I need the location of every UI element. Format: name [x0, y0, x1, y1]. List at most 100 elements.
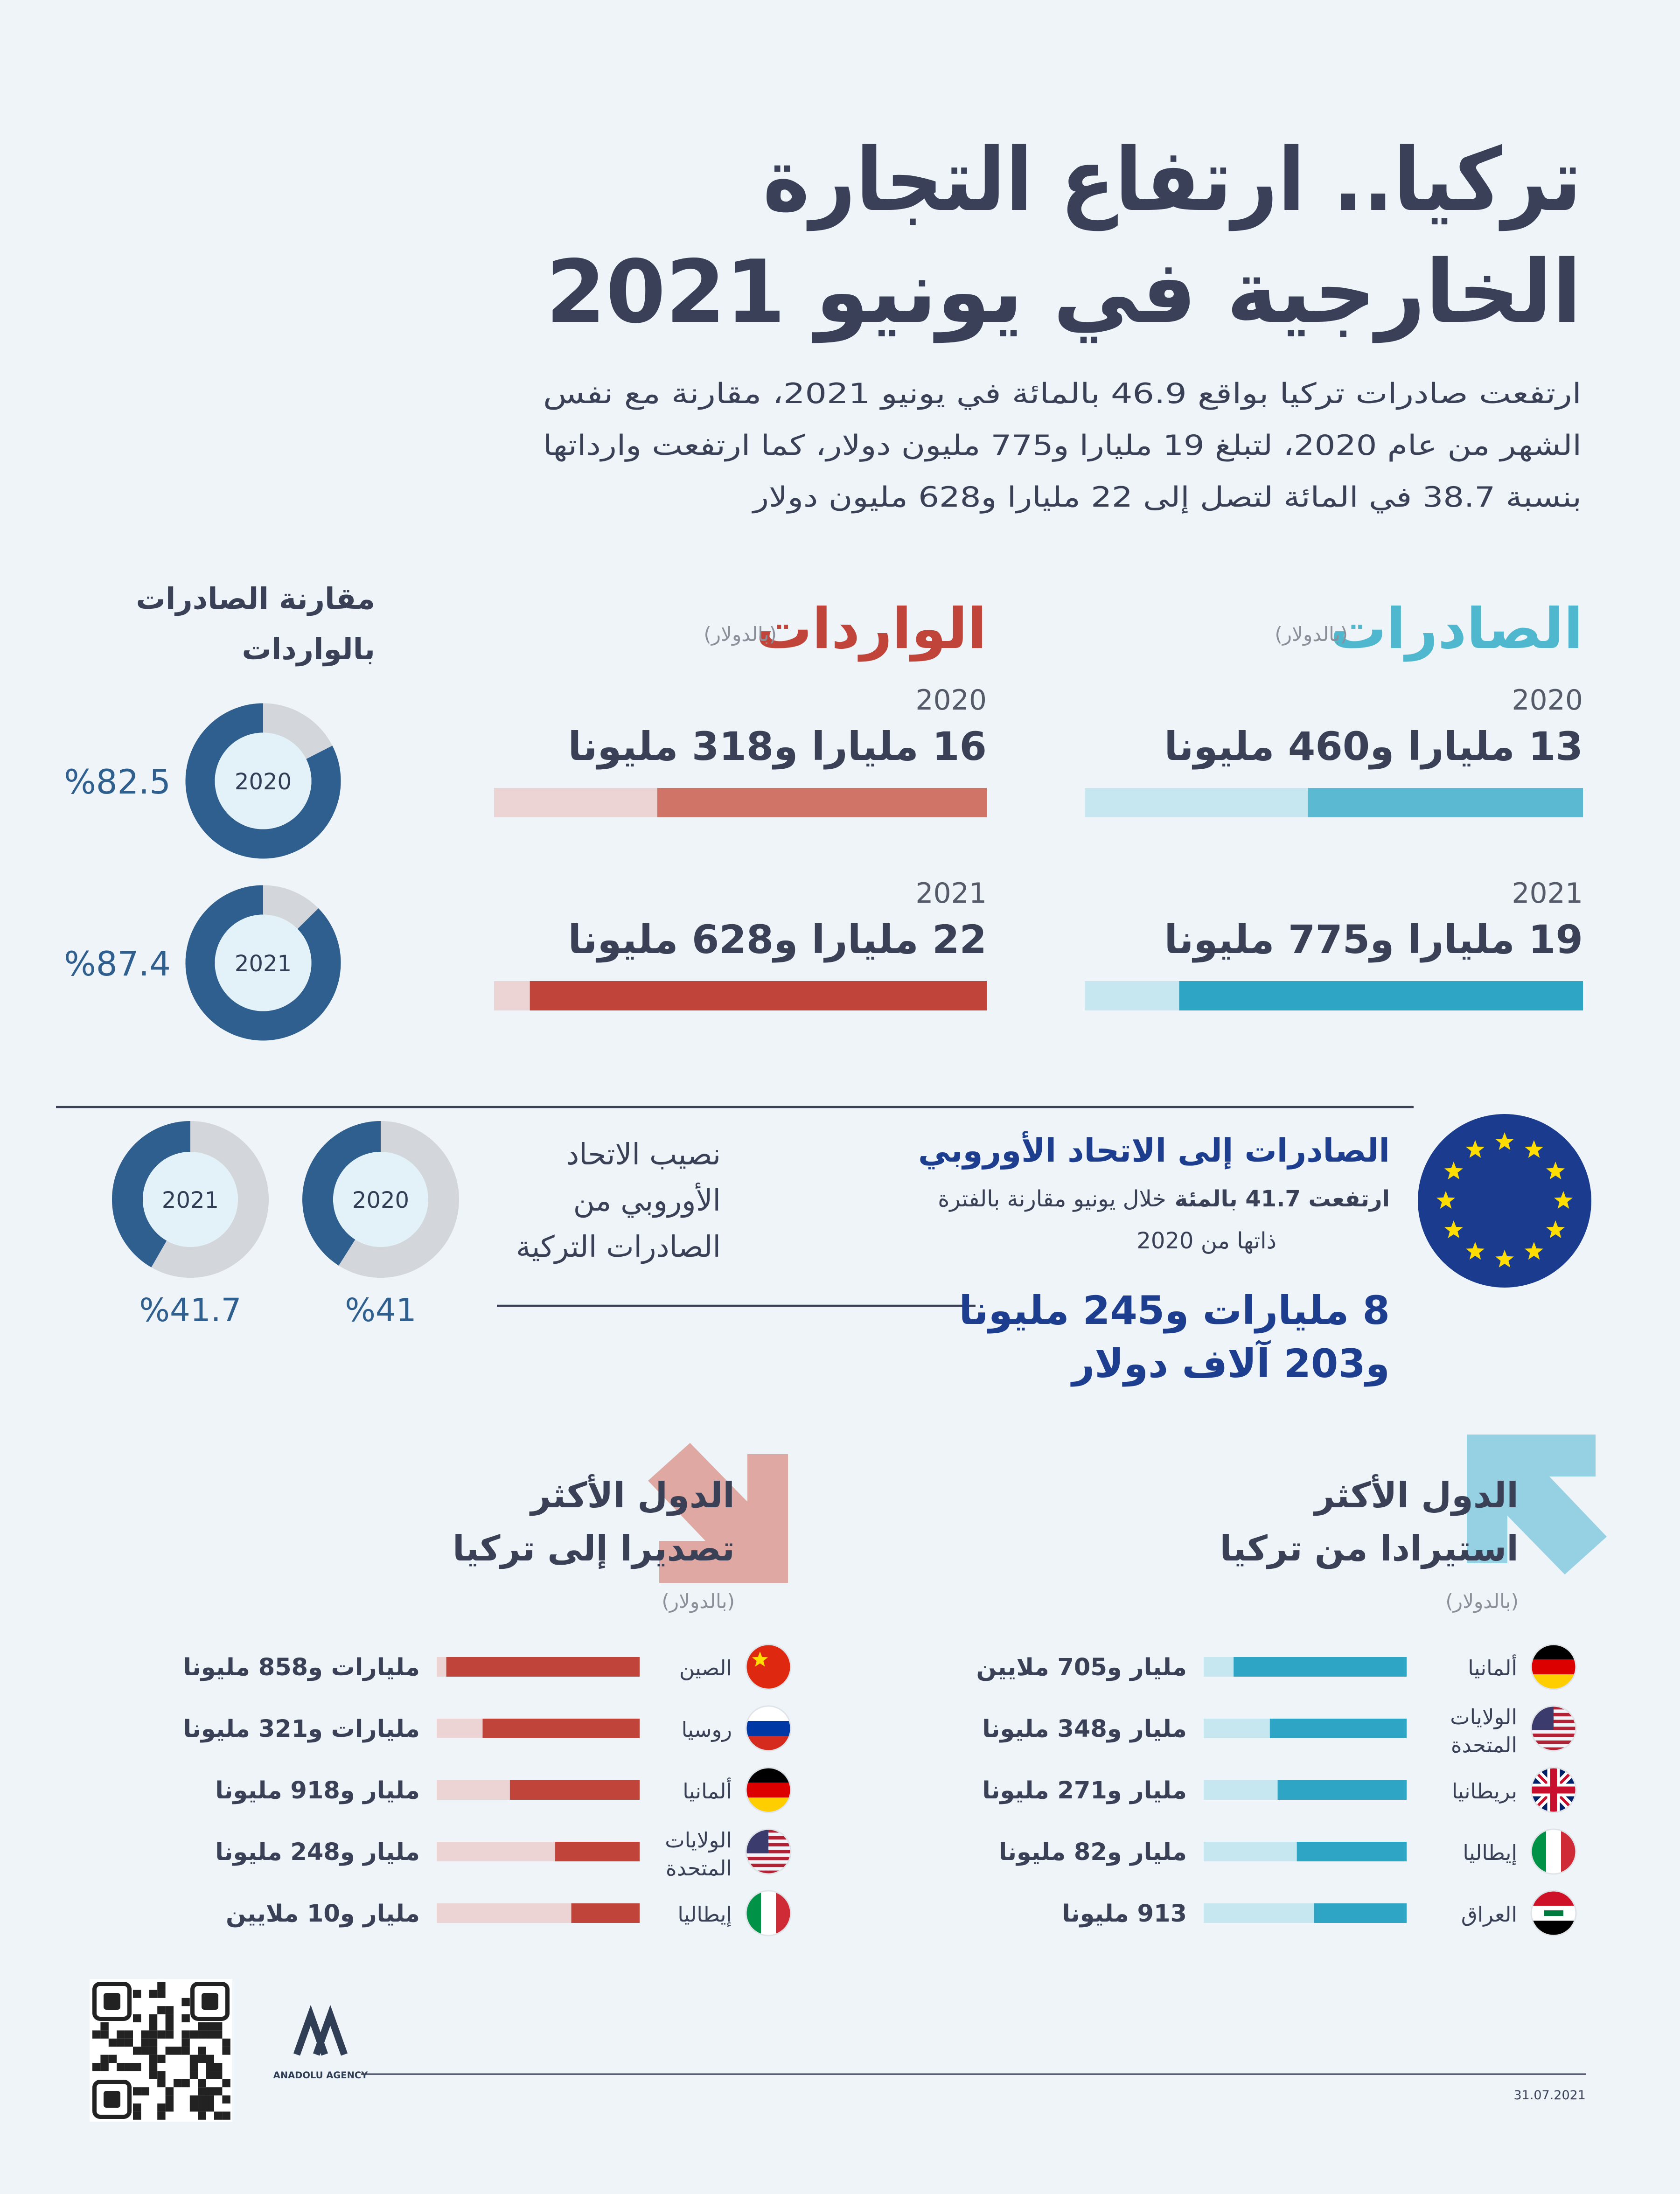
flag-detail — [1544, 1910, 1564, 1916]
qr-cell — [165, 2022, 174, 2031]
year-label: 2021 — [1512, 877, 1583, 910]
bar — [657, 787, 987, 817]
star — [752, 1651, 768, 1667]
eu-note: ارتفعت 41.7 بالمئة خلال يونيو مقارنة بالف… — [938, 1186, 1390, 1212]
qr-finder — [104, 1992, 121, 2010]
qr-finder — [92, 2079, 132, 2119]
bar — [446, 1657, 640, 1677]
qr-cell — [125, 2030, 133, 2039]
country-name: إيطاليا — [677, 1902, 732, 1927]
value-label: مليار و271 مليونا — [982, 1777, 1187, 1804]
qr-cell — [141, 2087, 149, 2096]
qr-cell — [214, 2062, 223, 2071]
eu-amount: و203 آلاف دولار — [1070, 1339, 1390, 1387]
qr-cell — [149, 2071, 158, 2079]
qr-cell — [157, 2103, 166, 2112]
qr-cell — [92, 2062, 101, 2071]
value-label: مليارات و858 مليونا — [183, 1654, 420, 1681]
flag-band — [746, 1720, 791, 1737]
qr-cell — [198, 2103, 206, 2112]
qr-cell — [206, 2030, 215, 2039]
qr-cell — [165, 2087, 174, 2096]
flag-ring — [1530, 1767, 1577, 1813]
donut-arc — [185, 703, 341, 859]
qr-cell — [141, 2038, 149, 2047]
qr-cell — [198, 2095, 206, 2103]
country-name: روسيا — [682, 1717, 732, 1742]
qr-cell — [189, 2095, 198, 2103]
bar — [509, 1780, 640, 1800]
qr-code — [90, 1978, 233, 2122]
agency-name: ANADOLU AGENCY — [273, 2070, 369, 2081]
unit-label: (بالدولار) — [662, 1590, 735, 1613]
intro-line: الشهر من عام 2020، لتبلغ 19 مليارا و775 … — [543, 429, 1582, 462]
qr-cell — [181, 2079, 190, 2088]
qr-cell — [214, 2087, 223, 2096]
qr-cell — [157, 1990, 166, 1998]
qr-cell — [141, 2030, 149, 2039]
qr-cell — [133, 1990, 141, 1998]
qr-cell — [149, 2030, 158, 2039]
qr-cell — [165, 2103, 174, 2112]
qr-cell — [198, 2030, 206, 2039]
country-name: المتحدة — [1451, 1733, 1517, 1757]
qr-cell — [100, 2055, 109, 2063]
qr-cell — [198, 2111, 206, 2120]
qr-cell — [157, 2111, 166, 2120]
country-name: إيطاليا — [1463, 1840, 1517, 1865]
value-label: مليار و10 ملايين — [226, 1900, 420, 1928]
eu-note: ذاتها من 2020 — [1136, 1228, 1276, 1254]
flag-band — [761, 1890, 777, 1936]
qr-cell — [174, 2047, 182, 2055]
country-flag — [746, 1644, 791, 1689]
flag-ring — [745, 1705, 792, 1752]
qr-finder — [190, 1981, 230, 2021]
country-name: الصين — [679, 1656, 732, 1680]
value-label: مليار و248 مليونا — [215, 1839, 420, 1866]
flag-band — [1546, 1829, 1562, 1874]
qr-cell — [133, 2111, 141, 2120]
qr-cell — [214, 2030, 223, 2039]
qr-cell — [149, 2062, 158, 2071]
section-title: الصادرات — [1330, 597, 1583, 662]
list-title: تصديرا إلى تركيا — [453, 1528, 735, 1569]
qr-finder — [104, 2090, 121, 2108]
flag-band — [1531, 1734, 1576, 1737]
intro-line: بنسبة 38.7 في المائة لتصل إلى 22 مليارا … — [751, 481, 1582, 514]
country-name: الولايات — [1450, 1705, 1517, 1729]
qr-cell — [206, 2087, 215, 2096]
flag-ring — [1530, 1890, 1577, 1936]
bar — [1179, 981, 1583, 1010]
country-flag — [746, 1829, 791, 1874]
flag-ring — [1530, 1828, 1577, 1875]
qr-cell — [189, 2062, 198, 2071]
qr-cell — [206, 2095, 215, 2103]
qr-cell — [100, 2030, 109, 2039]
value-label: مليار و82 مليونا — [999, 1839, 1187, 1866]
qr-cell — [189, 2103, 198, 2112]
qr-cell — [189, 2071, 198, 2079]
country-name: الولايات — [665, 1828, 732, 1853]
country-flag — [1531, 1767, 1576, 1812]
qr-cell — [214, 2071, 223, 2079]
bar — [1308, 787, 1583, 817]
qr-cell — [117, 2062, 125, 2071]
list-title: الدول الأكثر — [1313, 1474, 1519, 1516]
qr-cell — [198, 2079, 206, 2088]
qr-cell — [157, 2055, 166, 2063]
eu-flag — [1418, 1114, 1592, 1288]
qr-cell — [125, 2062, 133, 2071]
share-title: نصيب الاتحاد — [566, 1137, 721, 1171]
qr-cell — [222, 2038, 230, 2047]
qr-cell — [189, 2030, 198, 2039]
qr-cell — [206, 2055, 215, 2063]
value-label: 913 مليونا — [1062, 1900, 1187, 1928]
qr-cell — [214, 2022, 223, 2031]
donut-arc — [185, 885, 341, 1041]
qr-cell — [117, 2038, 125, 2047]
flag-detail — [1531, 1767, 1576, 1812]
qr-cell — [206, 2103, 215, 2112]
country-flag — [1531, 1829, 1576, 1874]
